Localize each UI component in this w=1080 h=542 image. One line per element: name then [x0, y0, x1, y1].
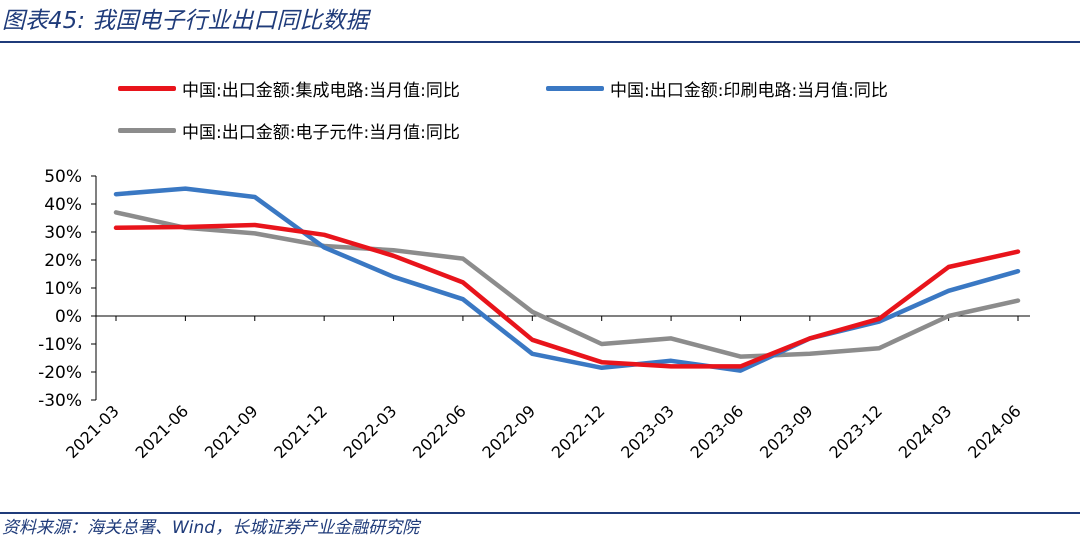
x-tick-label: 2023-03: [617, 401, 678, 462]
title-divider: [0, 41, 1080, 43]
y-tick-label: 30%: [44, 223, 82, 243]
legend-label-components: 中国:出口金额:电子元件:当月值:同比: [182, 122, 460, 143]
x-tick-label: 2023-12: [825, 401, 886, 462]
y-tick-label: 20%: [44, 251, 82, 271]
legend-swatch-pcb: [546, 85, 604, 91]
x-tick-label: 2023-09: [756, 401, 817, 462]
y-tick-label: -20%: [38, 363, 82, 383]
x-tick-label: 2024-03: [895, 401, 956, 462]
line-chart: 50%40%30%20%10%0%-10%-20%-30%2021-03 2021…: [38, 167, 1030, 462]
y-tick-label: 50%: [44, 167, 82, 187]
y-tick-label: -30%: [38, 391, 82, 411]
legend-item-components: 中国:出口金额:电子元件:当月值:同比: [118, 115, 460, 145]
x-tick-label: 2022-09: [478, 401, 539, 462]
x-tick-label: 2021-06: [132, 401, 193, 462]
series-line: [113, 186, 1021, 373]
y-tick-label: 40%: [44, 195, 82, 215]
legend-swatch-components: [118, 127, 176, 133]
footer-divider: [0, 512, 1080, 514]
legend-item-pcb: 中国:出口金额:印刷电路:当月值:同比: [546, 73, 888, 103]
y-tick-label: 10%: [44, 279, 82, 299]
legend-item-ic: 中国:出口金额:集成电路:当月值:同比: [118, 73, 460, 103]
series-line: [113, 210, 1021, 359]
x-tick-label: 2021-12: [270, 401, 331, 462]
legend-label-pcb: 中国:出口金额:印刷电路:当月值:同比: [610, 80, 888, 101]
y-tick-label: 0%: [55, 307, 82, 327]
chart-title: 图表45: 我国电子行业出口同比数据: [2, 8, 369, 34]
x-tick-label: 2024-06: [964, 401, 1025, 462]
x-tick-label: 2023-06: [687, 401, 748, 462]
series-line: [113, 222, 1021, 369]
x-tick-label: 2022-06: [409, 401, 470, 462]
x-tick-label: 2022-03: [340, 401, 401, 462]
x-tick-label: 2022-12: [548, 401, 609, 462]
x-tick-label: 2021-09: [201, 401, 262, 462]
legend-swatch-ic: [118, 85, 176, 91]
source-note: 资料来源：海关总署、Wind，长城证券产业金融研究院: [2, 518, 420, 538]
legend-label-ic: 中国:出口金额:集成电路:当月值:同比: [182, 80, 460, 101]
y-tick-label: -10%: [38, 335, 82, 355]
